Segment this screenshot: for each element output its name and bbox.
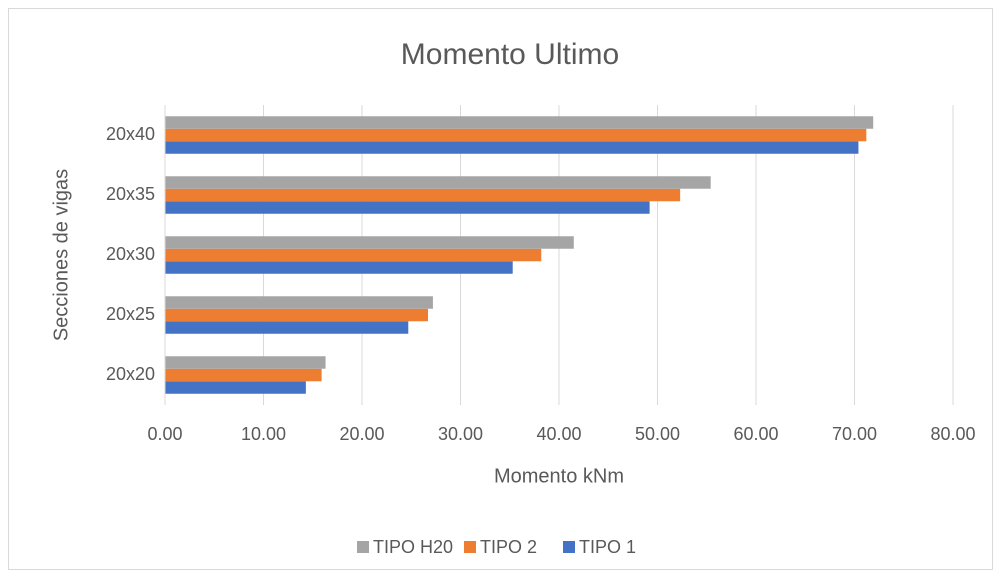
bar	[165, 128, 867, 142]
bar	[165, 356, 326, 369]
bar	[165, 321, 409, 334]
legend-label: TIPO 1	[579, 537, 636, 557]
bar	[165, 188, 681, 202]
bar	[165, 236, 574, 249]
legend-swatch	[464, 541, 476, 553]
chart-border	[8, 8, 993, 570]
x-tick-label: 10.00	[241, 424, 286, 444]
y-tick-label: 20x30	[106, 244, 155, 264]
legend-swatch	[357, 541, 369, 553]
x-tick-label: 50.00	[635, 424, 680, 444]
bar	[165, 261, 513, 274]
x-tick-label: 70.00	[832, 424, 877, 444]
y-axis-label: Secciones de vigas	[50, 169, 72, 341]
x-tick-label: 60.00	[733, 424, 778, 444]
bar	[165, 296, 433, 309]
legend-label: TIPO H20	[373, 537, 453, 557]
y-tick-label: 20x25	[106, 304, 155, 324]
legend-label: TIPO 2	[480, 537, 537, 557]
x-tick-label: 0.00	[147, 424, 182, 444]
x-tick-label: 20.00	[339, 424, 384, 444]
y-tick-label: 20x20	[106, 364, 155, 384]
bar	[165, 308, 428, 322]
bar	[165, 116, 874, 129]
y-tick-label: 20x35	[106, 184, 155, 204]
bar	[165, 176, 711, 189]
bar	[165, 381, 306, 394]
bar	[165, 201, 650, 214]
bar	[165, 368, 322, 382]
legend-swatch	[563, 541, 575, 553]
x-tick-label: 30.00	[438, 424, 483, 444]
bar	[165, 248, 542, 262]
chart-title: Momento Ultimo	[401, 38, 619, 71]
y-tick-label: 20x40	[106, 124, 155, 144]
bar	[165, 141, 859, 154]
x-tick-label: 40.00	[536, 424, 581, 444]
x-tick-label: 80.00	[930, 424, 975, 444]
x-axis-label: Momento kNm	[494, 465, 624, 487]
